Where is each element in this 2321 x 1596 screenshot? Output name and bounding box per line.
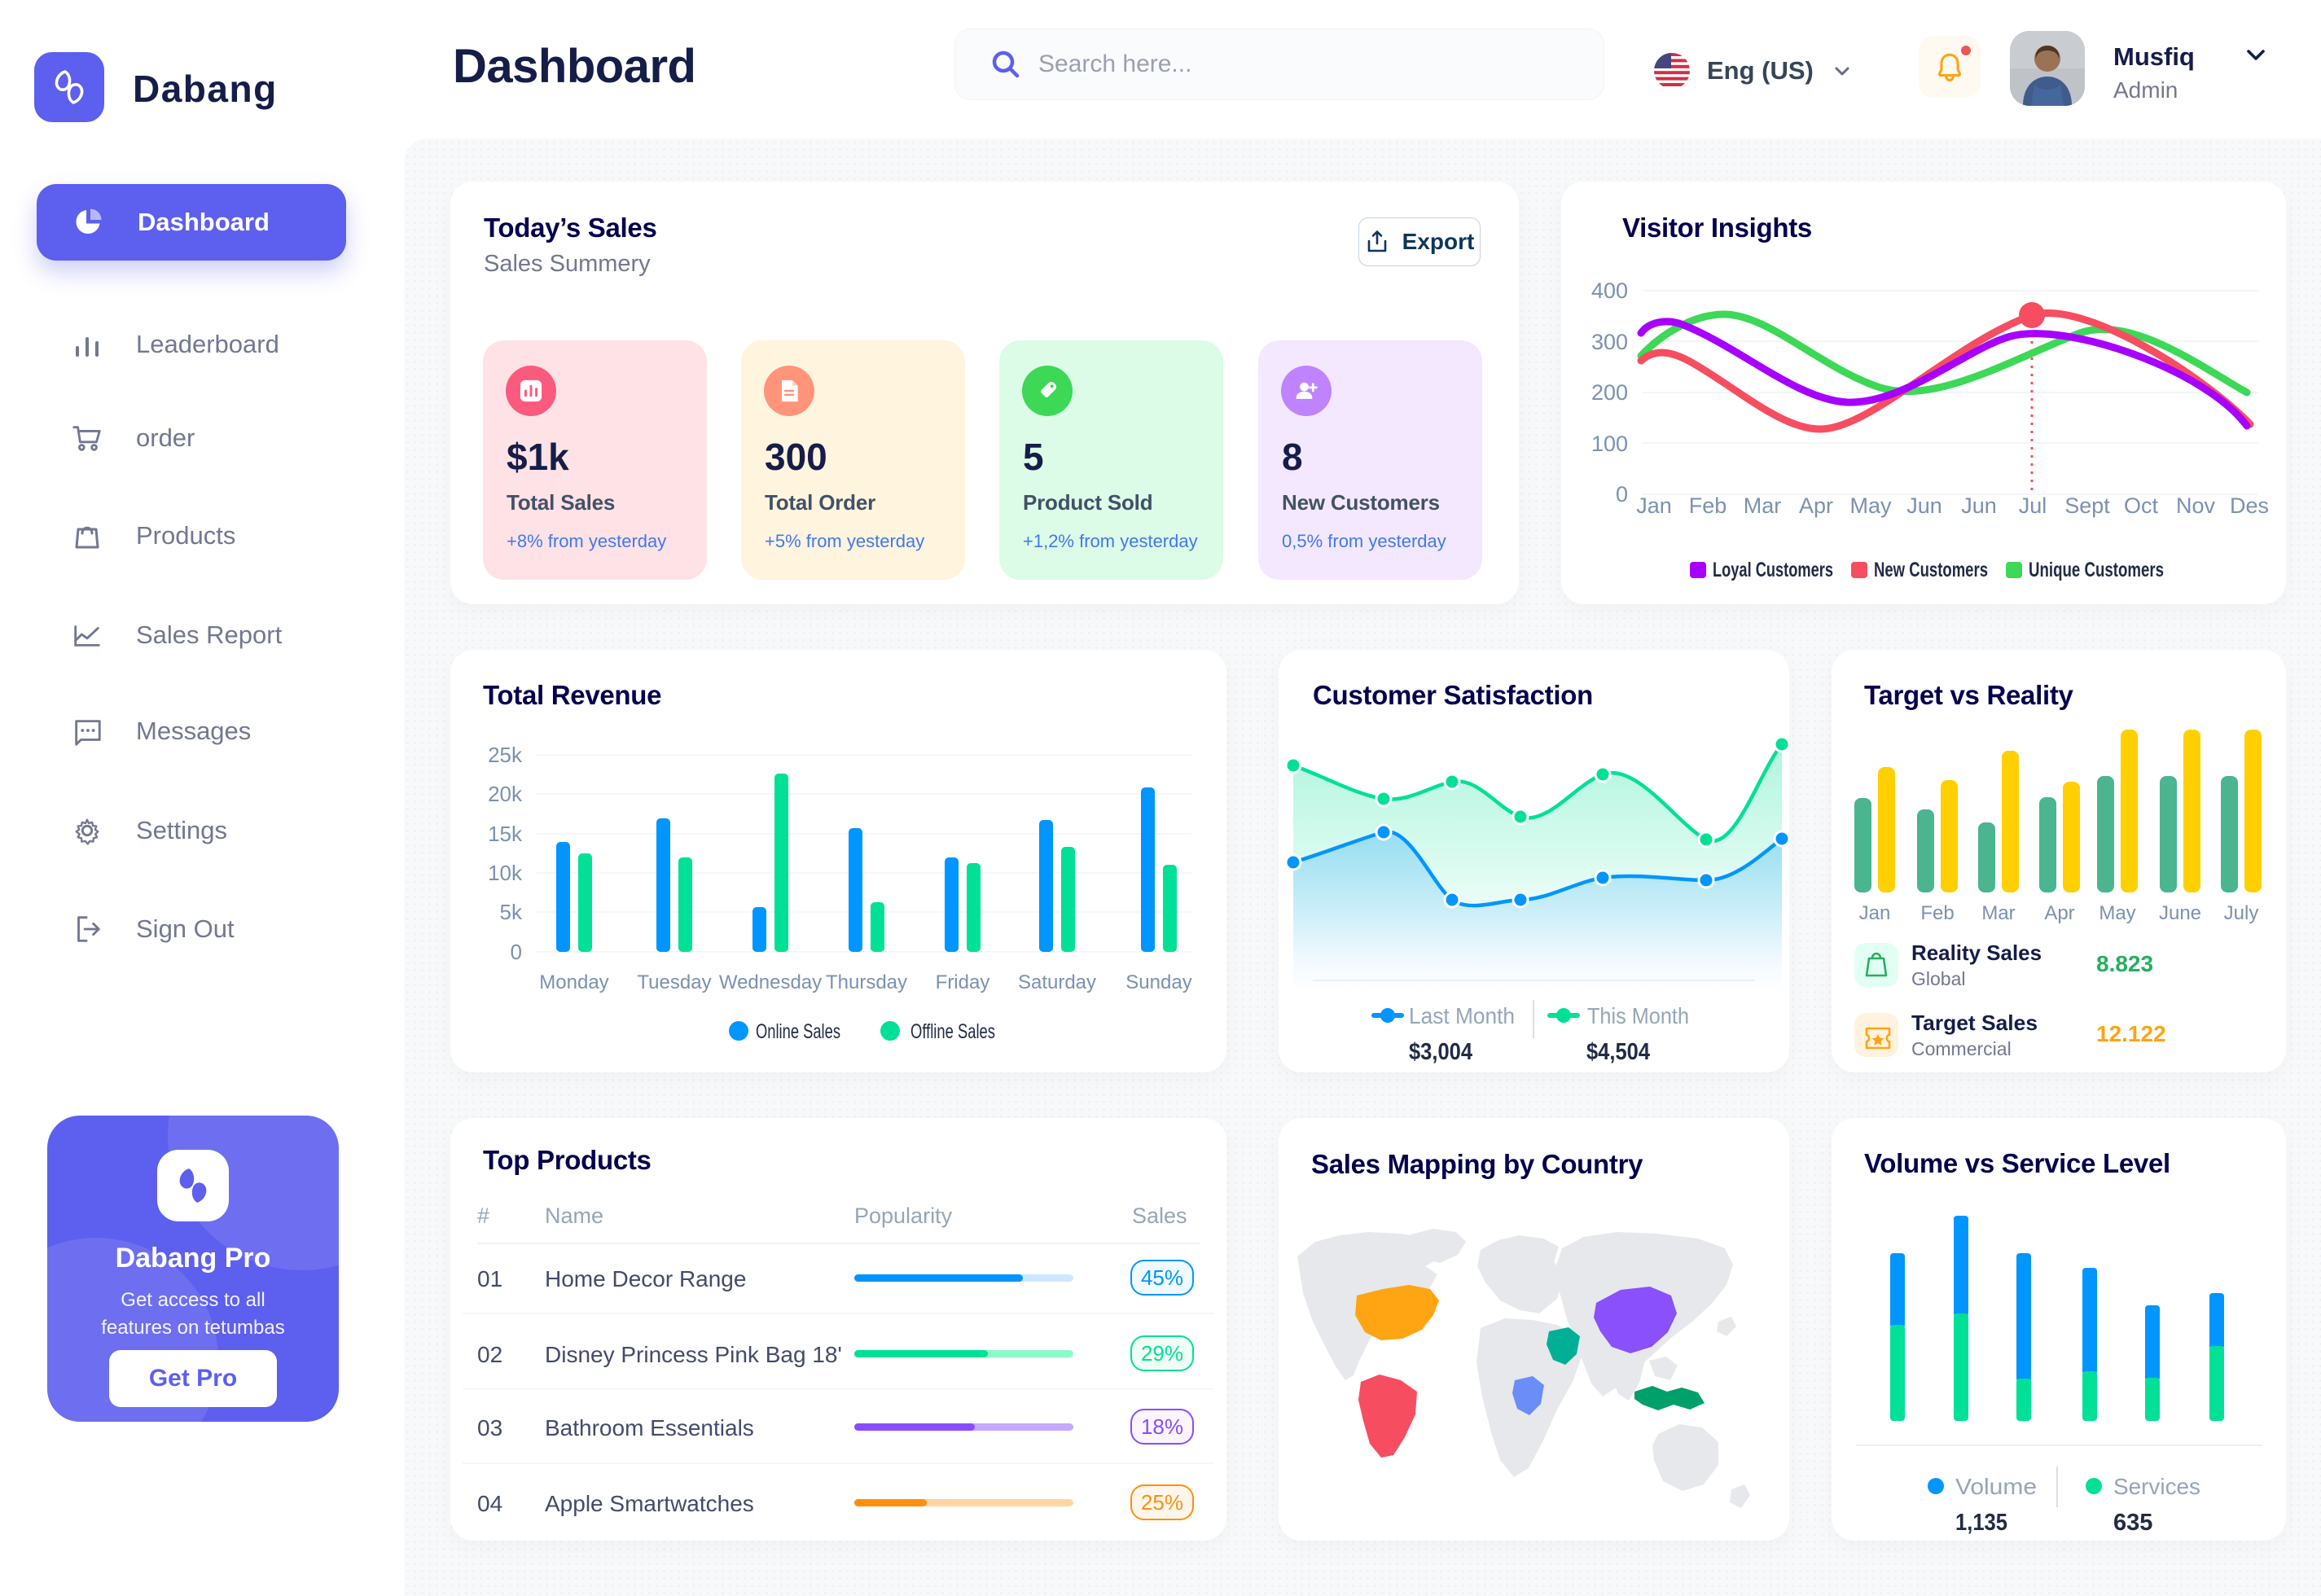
- svg-text:Home Decor Range: Home Decor Range: [545, 1266, 746, 1291]
- svg-text:1,135: 1,135: [1955, 1510, 2007, 1536]
- svg-text:0: 0: [1616, 482, 1628, 506]
- svg-text:Disney Princess Pink Bag 18': Disney Princess Pink Bag 18': [545, 1342, 842, 1367]
- svg-text:Apr: Apr: [1799, 493, 1833, 518]
- svg-text:0: 0: [511, 940, 522, 964]
- svg-text:Monday: Monday: [539, 971, 608, 993]
- svg-text:Online Sales: Online Sales: [756, 1020, 840, 1043]
- svg-text:Loyal Customers: Loyal Customers: [1713, 559, 1833, 581]
- svg-text:100: 100: [1591, 432, 1628, 456]
- svg-text:Reality Sales: Reality Sales: [1911, 940, 2042, 965]
- svg-text:400: 400: [1591, 278, 1628, 303]
- svg-text:Mar: Mar: [1981, 902, 2015, 924]
- svg-text:03: 03: [477, 1415, 502, 1440]
- svg-text:Saturday: Saturday: [1018, 971, 1096, 993]
- svg-text:Popularity: Popularity: [854, 1204, 953, 1228]
- svg-text:Jan: Jan: [1636, 493, 1672, 518]
- svg-text:02: 02: [477, 1342, 502, 1367]
- svg-text:Volume: Volume: [1955, 1474, 2037, 1499]
- svg-text:Jun: Jun: [1961, 493, 1997, 518]
- svg-text:#: #: [477, 1204, 489, 1228]
- svg-text:This Month: This Month: [1587, 1003, 1689, 1028]
- svg-text:10k: 10k: [488, 861, 523, 885]
- svg-text:Wednesday: Wednesday: [719, 971, 822, 993]
- svg-text:Bathroom Essentials: Bathroom Essentials: [545, 1415, 754, 1440]
- svg-text:May: May: [2099, 902, 2135, 924]
- svg-text:Nov: Nov: [2176, 493, 2216, 518]
- svg-text:Tuesday: Tuesday: [637, 971, 711, 993]
- svg-text:Jun: Jun: [1906, 493, 1942, 518]
- svg-text:Commercial: Commercial: [1911, 1038, 2012, 1059]
- svg-text:04: 04: [477, 1491, 502, 1516]
- svg-text:July: July: [2224, 902, 2259, 924]
- svg-text:Oct: Oct: [2124, 493, 2159, 518]
- svg-text:Sales: Sales: [1132, 1204, 1187, 1228]
- svg-text:Jul: Jul: [2019, 493, 2047, 518]
- svg-text:Last Month: Last Month: [1409, 1003, 1515, 1028]
- svg-text:635: 635: [2113, 1510, 2152, 1536]
- svg-text:Apple Smartwatches: Apple Smartwatches: [545, 1491, 754, 1516]
- svg-text:Apr: Apr: [2044, 902, 2074, 924]
- svg-text:8.823: 8.823: [2096, 951, 2153, 976]
- svg-text:20k: 20k: [488, 782, 523, 806]
- svg-text:Offline Sales: Offline Sales: [910, 1020, 995, 1043]
- svg-text:Sunday: Sunday: [1125, 971, 1191, 993]
- svg-text:5k: 5k: [500, 900, 523, 924]
- svg-text:Des: Des: [2230, 493, 2269, 518]
- svg-text:45%: 45%: [1141, 1265, 1183, 1290]
- svg-text:Thursday: Thursday: [826, 971, 907, 993]
- svg-text:June: June: [2159, 902, 2201, 924]
- svg-text:Mar: Mar: [1744, 493, 1782, 518]
- svg-text:Feb: Feb: [1920, 902, 1954, 924]
- svg-text:Friday: Friday: [936, 971, 990, 993]
- svg-text:Target Sales: Target Sales: [1911, 1011, 2038, 1035]
- svg-text:Feb: Feb: [1689, 493, 1727, 518]
- svg-text:Unique Customers: Unique Customers: [2029, 559, 2164, 581]
- svg-text:25k: 25k: [488, 743, 523, 767]
- svg-text:300: 300: [1591, 330, 1628, 354]
- svg-text:29%: 29%: [1141, 1341, 1183, 1366]
- svg-text:18%: 18%: [1141, 1414, 1183, 1439]
- svg-text:25%: 25%: [1141, 1490, 1183, 1515]
- svg-text:Global: Global: [1911, 968, 1965, 989]
- svg-text:New Customers: New Customers: [1874, 559, 1988, 581]
- svg-text:$3,004: $3,004: [1409, 1039, 1472, 1065]
- svg-text:Sept: Sept: [2064, 493, 2110, 518]
- svg-text:Name: Name: [545, 1204, 603, 1228]
- svg-text:200: 200: [1591, 380, 1628, 405]
- svg-text:Services: Services: [2113, 1474, 2200, 1499]
- svg-text:Jan: Jan: [1859, 902, 1891, 924]
- svg-text:12.122: 12.122: [2096, 1021, 2166, 1046]
- svg-text:May: May: [1849, 493, 1892, 518]
- svg-text:15k: 15k: [488, 822, 523, 846]
- svg-text:$4,504: $4,504: [1586, 1039, 1650, 1065]
- svg-text:01: 01: [477, 1266, 502, 1291]
